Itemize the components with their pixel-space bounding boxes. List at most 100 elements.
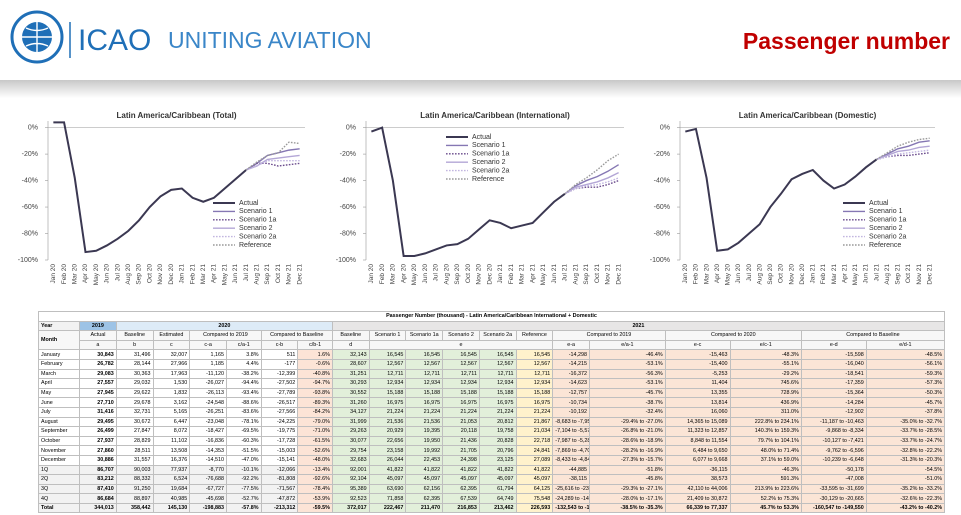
x-tick-label: Dec 21: [926, 264, 933, 285]
table-cell: 6,077 to 9,668: [664, 454, 731, 466]
row-label: 3Q: [37, 483, 81, 495]
table-cell: 4.4%: [226, 358, 262, 370]
table-row: 1Q 86,707 90,003 77,937 -8,770 -10.1% -12,066-…: [37, 464, 946, 476]
table-cell: 20,118: [442, 426, 480, 437]
row-label: January: [37, 349, 81, 360]
x-tick-label: Nov 21: [286, 264, 293, 285]
series-line: [685, 127, 878, 252]
row-label: March: [37, 368, 81, 380]
x-tick-label: Jul 20: [114, 264, 121, 282]
table-cell: 13,814: [664, 397, 731, 408]
table-cell: -28.6% to -18.9%: [589, 435, 666, 447]
table-cell: 31,416: [79, 406, 117, 418]
table-cell: -40.8%: [297, 368, 333, 380]
table-cell: -47.0%: [226, 454, 262, 466]
legend-label: Reference: [869, 242, 901, 249]
x-tick-label: Feb 20: [61, 264, 68, 285]
x-tick-label: Oct 21: [594, 264, 601, 284]
table-cell: 16,545: [442, 349, 480, 360]
table-cell: 88,897: [115, 493, 154, 504]
x-tick-label: Sep 20: [454, 264, 461, 285]
table-cell: 12,567: [478, 358, 517, 370]
series-line: [876, 140, 930, 161]
series-line: [245, 141, 300, 171]
column-header: Reference: [515, 330, 554, 341]
table-cell: -18,427: [189, 426, 227, 437]
table-cell: 28,607: [331, 358, 370, 370]
y-tick-label: -40%: [340, 177, 356, 184]
table-cell: -12,066: [260, 464, 299, 476]
table-cell: -52.7%: [226, 493, 262, 504]
table-cell: -26,251: [189, 406, 227, 418]
table-cell: -67,727: [189, 483, 227, 495]
table-cell: 1,530: [152, 378, 191, 389]
chart-title: Latin America/Caribbean (International): [420, 111, 570, 120]
table-row: August 29,495 30,672 6,447 -23,048 -78.1% -24,…: [37, 416, 946, 428]
table-cell: -48.3%: [729, 349, 802, 360]
table-cell: 52.2% to 75.3%: [729, 493, 802, 504]
table-cell: 14,365 to 15,089: [664, 416, 731, 428]
table-cell: -28.0% to -17.1%: [589, 493, 666, 504]
table-cell: -55.1%: [729, 358, 802, 370]
table-cell: 12,567: [405, 358, 444, 370]
table-cell: 90,003: [115, 464, 154, 476]
table-cell: 16,545: [405, 349, 444, 360]
table-cell: -7,987 to -5,281: [552, 435, 591, 447]
table-cell: -29.3% to -27.1%: [589, 483, 666, 495]
table-cell: 29,678: [115, 397, 154, 408]
table-cell: 27,966: [152, 358, 191, 370]
table-cell: 62,395: [442, 483, 480, 495]
x-tick-label: Jun 21: [863, 264, 870, 284]
table-cell: -32.6% to -22.3%: [865, 493, 946, 504]
table-cell: 15,188: [442, 387, 480, 399]
x-tick-label: Dec 20: [168, 264, 175, 285]
x-tick-label: May 20: [411, 264, 418, 286]
table-cell: 88,332: [115, 474, 154, 485]
table-cell: 21,705: [442, 445, 480, 456]
table-cell: -12,399: [260, 368, 299, 380]
table-cell: 28,511: [115, 445, 154, 456]
table-cell: -50.3%: [865, 387, 946, 399]
table-row: 2Q 83,212 88,332 6,524 -76,688 -92.2% -81,808-…: [37, 474, 946, 485]
table-cell: -47,008: [800, 474, 867, 485]
table-cell: -7,104 to -5,570: [552, 426, 591, 437]
table-cell: 1,832: [152, 387, 191, 399]
table-cell: 45,097: [515, 474, 554, 485]
x-tick-label: Apr 20: [82, 264, 89, 284]
x-tick-label: Feb 21: [189, 264, 196, 285]
table-title: Passenger Number (thousand) - Latin Amer…: [38, 311, 945, 322]
row-label: May: [37, 387, 81, 399]
table-cell: -78.1%: [226, 416, 262, 428]
table-cell: -30,129 to -20,665: [800, 493, 867, 504]
series-line: [245, 162, 300, 171]
table-cell: -53.1%: [589, 378, 666, 389]
table-cell: 1.6%: [297, 349, 333, 360]
table-cell: 13,508: [152, 445, 191, 456]
column-header: Scenario 2a: [478, 330, 517, 341]
x-tick-label: Sep 21: [583, 264, 590, 285]
x-tick-label: Nov 21: [916, 264, 923, 285]
table-cell: 66,339 to 77,337: [664, 502, 731, 514]
table-cell: 45,097: [405, 474, 444, 485]
table-cell: 92,523: [331, 493, 370, 504]
table-cell: 67,539: [442, 493, 480, 504]
x-tick-label: Dec 20: [799, 264, 806, 285]
table-cell: 12,934: [442, 378, 480, 389]
table-row: April 27,557 29,032 1,530 -26,027 -94.4% -27,5…: [37, 378, 946, 389]
table-cell: -7,869 to -4,703: [552, 445, 591, 456]
column-header: Compared to Baseline: [260, 330, 333, 341]
table-cell: 12,934: [478, 378, 517, 389]
x-tick-label: Jul 20: [746, 264, 753, 282]
table-cell: 140.3% to 159.3%: [729, 426, 802, 437]
column-letter: e-c: [664, 339, 731, 351]
header-band: [0, 80, 961, 98]
x-tick-label: Jul 21: [243, 264, 250, 282]
year-header: Year: [37, 320, 81, 332]
table-cell: 3,162: [152, 397, 191, 408]
table-row: October 27,937 28,829 11,102 -16,836 -60.3% -1…: [37, 435, 946, 447]
series-line: [876, 149, 930, 161]
table-cell: 16,975: [442, 397, 480, 408]
table-cell: 11,102: [152, 435, 191, 447]
x-tick-label: Jan 20: [50, 264, 57, 284]
table-cell: 48.0% to 71.4%: [729, 445, 802, 456]
